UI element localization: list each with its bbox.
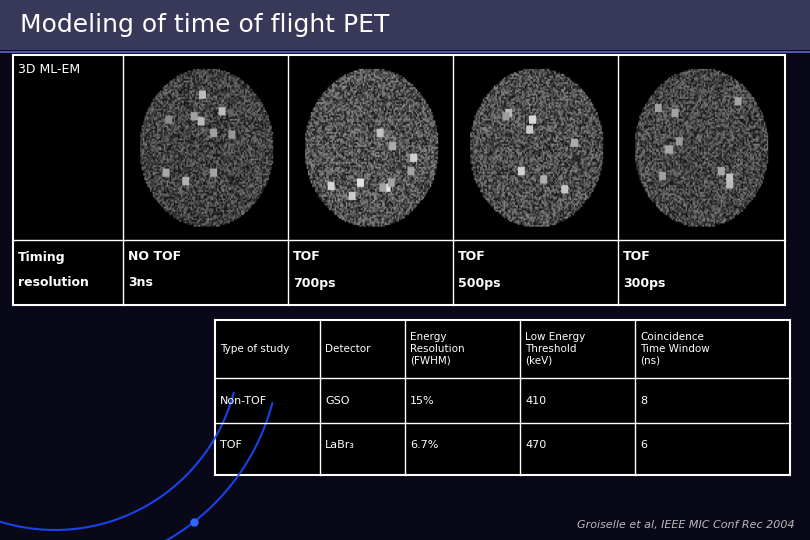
- Text: 700ps: 700ps: [293, 276, 335, 289]
- Text: TOF: TOF: [220, 441, 242, 450]
- Text: resolution: resolution: [18, 276, 89, 289]
- Text: Low Energy
Threshold
(keV): Low Energy Threshold (keV): [525, 333, 586, 366]
- Text: Type of study: Type of study: [220, 344, 289, 354]
- Bar: [215, 320, 790, 475]
- Text: 410: 410: [525, 395, 546, 406]
- Text: 6: 6: [640, 441, 647, 450]
- Text: 6.7%: 6.7%: [410, 441, 438, 450]
- Text: 500ps: 500ps: [458, 276, 501, 289]
- Text: 3ns: 3ns: [128, 276, 153, 289]
- Text: Detector: Detector: [325, 344, 370, 354]
- Text: 470: 470: [525, 441, 546, 450]
- Text: 8: 8: [640, 395, 647, 406]
- Text: Timing: Timing: [18, 251, 66, 264]
- Text: TOF: TOF: [623, 251, 650, 264]
- Text: TOF: TOF: [458, 251, 486, 264]
- Text: 3D ML-EM: 3D ML-EM: [18, 63, 80, 76]
- Text: LaBr₃: LaBr₃: [325, 441, 355, 450]
- Text: Modeling of time of flight PET: Modeling of time of flight PET: [20, 13, 390, 37]
- Text: Groiselle et al, IEEE MIC Conf Rec 2004: Groiselle et al, IEEE MIC Conf Rec 2004: [578, 520, 795, 530]
- Text: NO TOF: NO TOF: [128, 251, 181, 264]
- Text: 15%: 15%: [410, 395, 435, 406]
- Bar: [13, 55, 785, 305]
- Text: Non-TOF: Non-TOF: [220, 395, 267, 406]
- Text: Coincidence
Time Window
(ns): Coincidence Time Window (ns): [640, 333, 710, 366]
- Text: TOF: TOF: [293, 251, 321, 264]
- Text: Energy
Resolution
(FWHM): Energy Resolution (FWHM): [410, 333, 465, 366]
- Bar: [0, 0, 810, 50]
- Text: GSO: GSO: [325, 395, 349, 406]
- Text: 300ps: 300ps: [623, 276, 665, 289]
